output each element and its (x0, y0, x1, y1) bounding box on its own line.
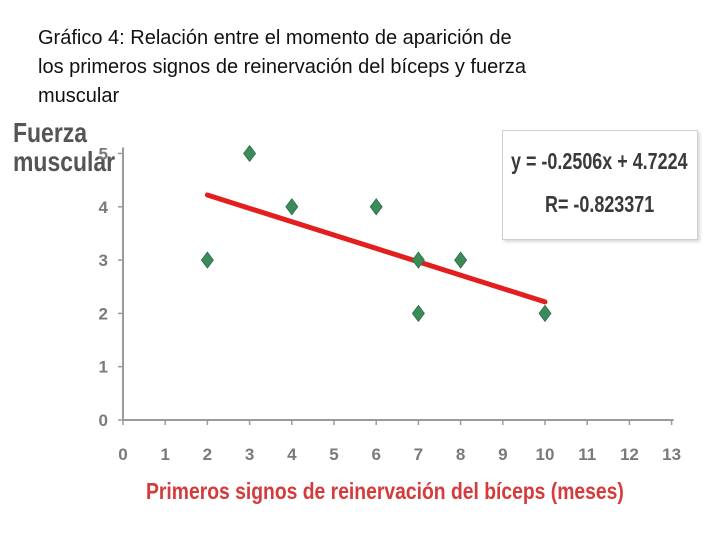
y-tick-label: 0 (99, 411, 108, 430)
y-tick-label: 3 (99, 251, 108, 270)
y-axis-label: Fuerza muscular (13, 118, 115, 176)
data-point (285, 198, 299, 216)
data-point (411, 251, 425, 269)
y-tick-label: 1 (99, 358, 108, 377)
x-tick-label: 10 (536, 445, 555, 464)
correlation-value: R= -0.823371 (545, 191, 655, 217)
y-axis-label-line: Fuerza (13, 117, 88, 148)
trendline-equation: y = -0.2506x + 4.7224 (511, 148, 688, 174)
data-point (411, 304, 425, 323)
x-tick-label: 5 (329, 445, 338, 464)
x-tick-label: 11 (578, 445, 596, 464)
x-tick-label: 8 (456, 445, 465, 464)
x-tick-label: 4 (287, 445, 297, 464)
data-point (243, 144, 257, 163)
x-tick-label: 7 (414, 445, 423, 464)
data-point (369, 198, 383, 216)
x-axis-label: Primeros signos de reinervación del bíce… (146, 478, 624, 504)
x-tick-label: 3 (245, 445, 254, 464)
data-point (200, 251, 214, 269)
x-tick-label: 9 (498, 445, 507, 464)
x-tick-label: 2 (203, 445, 212, 464)
x-tick-label: 12 (620, 445, 639, 464)
trendline (204, 192, 548, 305)
x-tick-label: 0 (118, 445, 127, 464)
y-tick-label: 2 (99, 304, 108, 323)
y-tick-label: 5 (99, 145, 108, 164)
y-tick-label: 4 (99, 198, 109, 217)
x-tick-label: 6 (371, 445, 380, 464)
data-point (454, 251, 468, 269)
data-point (538, 304, 552, 323)
y-axis-label-line: muscular (13, 146, 116, 177)
equation-box: y = -0.2506x + 4.7224 R= -0.823371 (502, 130, 698, 240)
page-title: Gráfico 4: Relación entre el momento de … (38, 27, 527, 107)
x-tick-label: 1 (160, 445, 169, 464)
x-tick-label: 13 (662, 445, 681, 464)
